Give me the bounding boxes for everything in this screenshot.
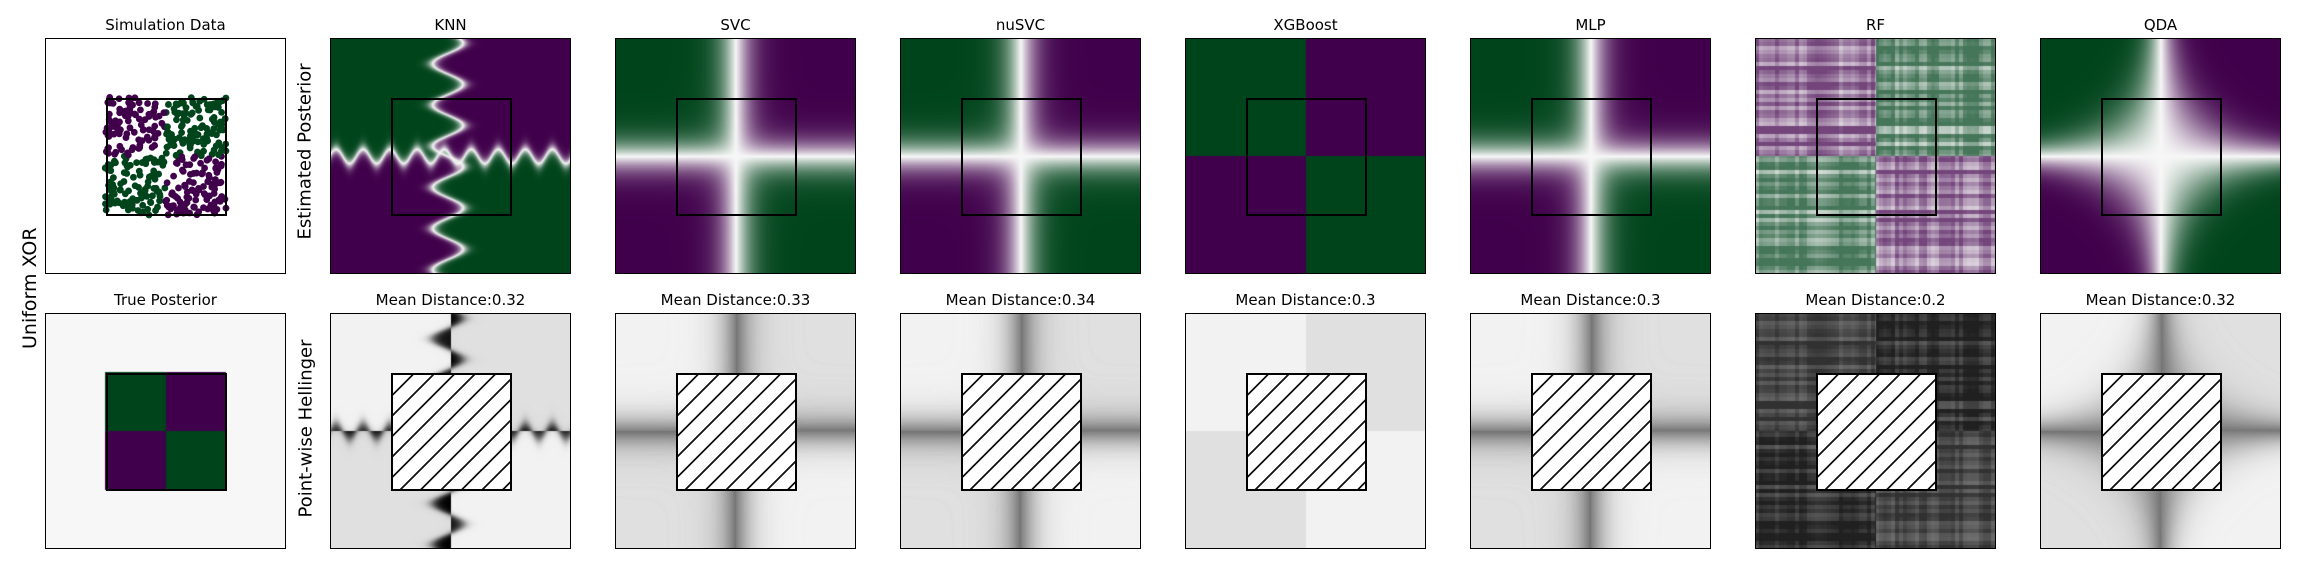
posterior-panel-rf bbox=[1755, 38, 1996, 274]
masked-region bbox=[1816, 373, 1937, 491]
posterior-panel-nusvc bbox=[900, 38, 1141, 274]
data-region-box bbox=[1816, 98, 1937, 216]
true-posterior-title: True Posterior bbox=[45, 291, 286, 309]
hellinger-panel-xgboost bbox=[1185, 313, 1426, 549]
posterior-title-nusvc: nuSVC bbox=[900, 16, 1141, 34]
hellinger-title-qda: Mean Distance:0.32 bbox=[2040, 291, 2281, 309]
posterior-panel-mlp bbox=[1470, 38, 1711, 274]
posterior-title-svc: SVC bbox=[615, 16, 856, 34]
row1-ylabel: Estimated Posterior bbox=[295, 80, 316, 240]
hellinger-panel-svc bbox=[615, 313, 856, 549]
hellinger-title-svc: Mean Distance:0.33 bbox=[615, 291, 856, 309]
data-region-box bbox=[2101, 98, 2222, 216]
posterior-title-qda: QDA bbox=[2040, 16, 2281, 34]
row2-ylabel: Point-wise Hellinger bbox=[296, 358, 317, 518]
row-label: Uniform XOR bbox=[19, 229, 41, 349]
data-region-box bbox=[961, 98, 1082, 216]
hellinger-panel-nusvc bbox=[900, 313, 1141, 549]
data-region-box bbox=[106, 373, 227, 491]
masked-region bbox=[391, 373, 512, 491]
posterior-title-knn: KNN bbox=[330, 16, 571, 34]
hellinger-title-knn: Mean Distance:0.32 bbox=[330, 291, 571, 309]
hellinger-title-rf: Mean Distance:0.2 bbox=[1755, 291, 1996, 309]
posterior-panel-knn bbox=[330, 38, 571, 274]
hellinger-panel-mlp bbox=[1470, 313, 1711, 549]
hellinger-title-nusvc: Mean Distance:0.34 bbox=[900, 291, 1141, 309]
masked-region bbox=[1531, 373, 1652, 491]
data-region-box bbox=[106, 98, 227, 216]
posterior-title-rf: RF bbox=[1755, 16, 1996, 34]
true-posterior-panel bbox=[45, 313, 286, 549]
posterior-title-xgboost: XGBoost bbox=[1185, 16, 1426, 34]
posterior-panel-svc bbox=[615, 38, 856, 274]
masked-region bbox=[1246, 373, 1367, 491]
hellinger-title-xgboost: Mean Distance:0.3 bbox=[1185, 291, 1426, 309]
masked-region bbox=[2101, 373, 2222, 491]
posterior-panel-xgboost bbox=[1185, 38, 1426, 274]
data-region-box bbox=[1531, 98, 1652, 216]
masked-region bbox=[961, 373, 1082, 491]
posterior-panel-qda bbox=[2040, 38, 2281, 274]
posterior-title-mlp: MLP bbox=[1470, 16, 1711, 34]
simulation-title: Simulation Data bbox=[45, 16, 286, 34]
data-region-box bbox=[1246, 98, 1367, 216]
simulation-data-panel bbox=[45, 38, 286, 274]
hellinger-title-mlp: Mean Distance:0.3 bbox=[1470, 291, 1711, 309]
masked-region bbox=[676, 373, 797, 491]
hellinger-panel-rf bbox=[1755, 313, 1996, 549]
hellinger-panel-qda bbox=[2040, 313, 2281, 549]
data-region-box bbox=[391, 98, 512, 216]
data-region-box bbox=[676, 98, 797, 216]
hellinger-panel-knn bbox=[330, 313, 571, 549]
